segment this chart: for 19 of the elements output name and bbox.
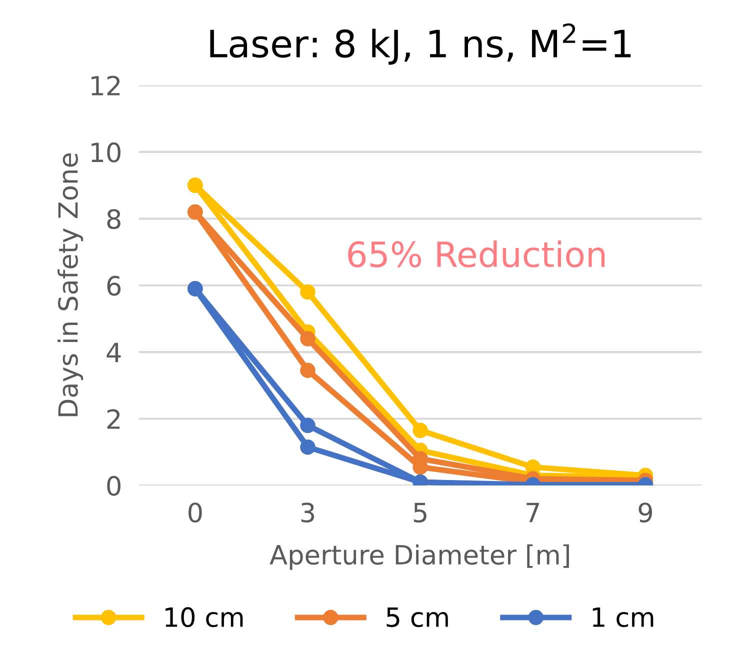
y-tick-label: 12 [92, 76, 120, 96]
x-axis-title: Aperture Diameter [m] [270, 544, 569, 570]
x-tick-label: 7 [526, 502, 540, 522]
x-tick-label: 9 [638, 502, 652, 523]
y-axis-title: Days in Safety Zone [58, 153, 84, 416]
x-tick-label: 5 [414, 502, 426, 523]
x-tick-label: 0 [188, 502, 202, 523]
y-tick-label: 0 [107, 476, 120, 496]
y-tick-label: 2 [107, 409, 120, 429]
legend-label: 10 cm [166, 607, 243, 628]
legend-label: 5 cm [386, 608, 448, 628]
annotation: 65% Reduction [348, 240, 605, 268]
y-tick-label: 8 [107, 209, 120, 230]
y-tick-label: 6 [107, 276, 121, 296]
x-tick-label: 3 [301, 502, 314, 523]
y-tick-label: 10 [92, 142, 120, 162]
legend-label: 1 cm [592, 608, 654, 628]
chart-title: Laser: 8 kJ, 1 ns, M$^{2}$=1 [210, 23, 631, 65]
y-tick-label: 4 [106, 342, 121, 362]
